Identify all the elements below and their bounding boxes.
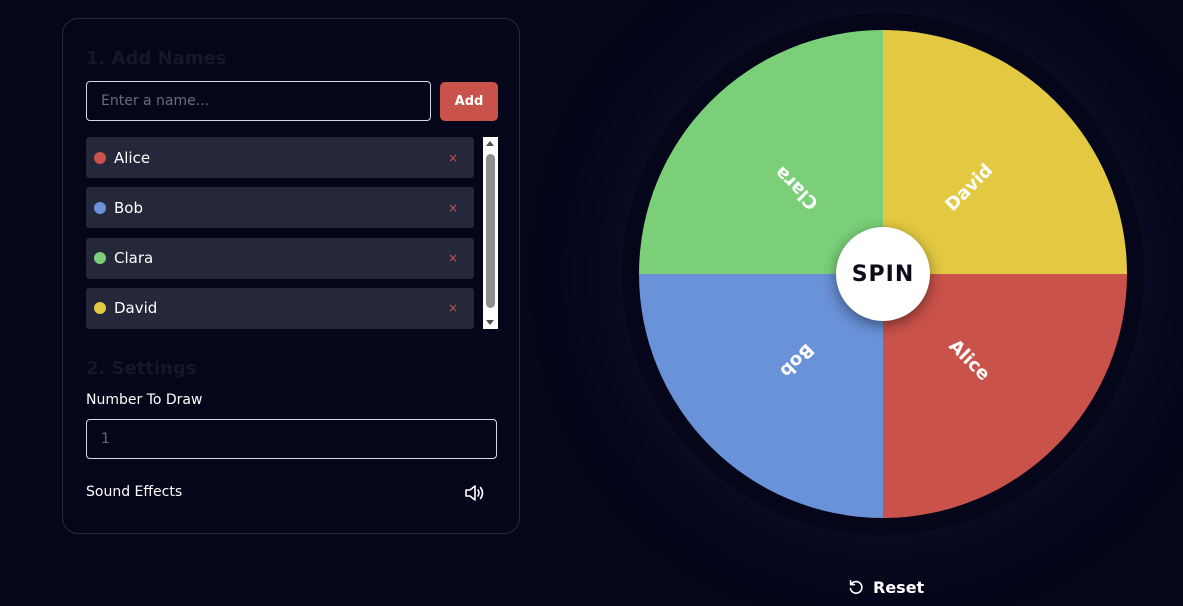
remove-button[interactable]: × [447,200,458,215]
color-dot [94,302,106,315]
wheel-segment-bob [639,274,883,518]
list-item: Alice × [86,137,474,178]
name-label: Alice [114,148,151,167]
names-list: Alice × Bob × Clara × David × [86,137,474,338]
list-item: David × [86,287,474,329]
name-label: Clara [114,249,154,268]
settings-panel: 1. Add Names Add Alice × Bob × Clara × D… [62,18,520,534]
wheel-segment-alice [883,274,1127,518]
name-label: David [114,299,158,318]
scroll-thumb[interactable] [486,154,495,308]
name-label: Bob [114,198,143,217]
remove-button[interactable]: × [447,150,458,165]
reset-label: Reset [873,577,925,597]
color-dot [94,151,106,164]
wheel-segment-clara [639,30,883,274]
reset-icon [849,580,863,594]
sound-effects-label: Sound Effects [86,484,183,500]
number-to-draw-input[interactable] [86,419,497,459]
scroll-down-arrow-icon[interactable] [486,320,494,325]
wheel[interactable]: David Alice Bob Clara SPIN [582,0,1183,575]
remove-button[interactable]: × [447,301,458,316]
list-item: Clara × [86,237,474,279]
add-button[interactable]: Add [440,82,498,121]
list-scrollbar[interactable] [483,137,498,329]
name-input[interactable] [86,81,431,121]
spin-button[interactable]: SPIN [836,227,930,321]
wheel-segment-david [883,30,1127,274]
reset-button[interactable]: Reset [848,576,924,598]
list-item: Bob × [86,187,474,229]
remove-button[interactable]: × [447,251,458,266]
number-to-draw-label: Number To Draw [86,392,203,408]
settings-title: 2. Settings [86,358,197,379]
speaker-icon[interactable] [463,482,487,504]
add-names-title: 1. Add Names [86,48,227,69]
color-dot [94,252,106,265]
color-dot [94,201,106,214]
scroll-up-arrow-icon[interactable] [486,141,494,146]
